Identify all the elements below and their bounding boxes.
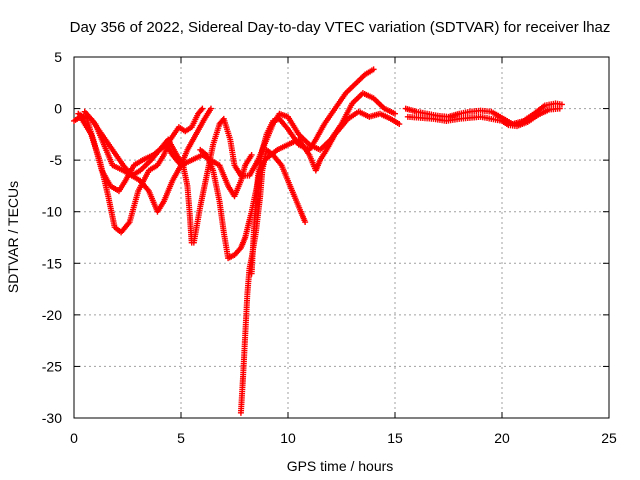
- chart-title: Day 356 of 2022, Sidereal Day-to-day VTE…: [70, 19, 611, 36]
- x-tick-label: 15: [387, 430, 403, 446]
- data-point: [556, 105, 563, 112]
- y-tick-label: 0: [54, 101, 62, 117]
- x-axis-label: GPS time / hours: [287, 458, 394, 474]
- data-point: [207, 105, 214, 112]
- x-tick-label: 0: [70, 430, 78, 446]
- y-tick-label: -30: [42, 410, 62, 426]
- data-point: [396, 121, 403, 128]
- data-points: [71, 66, 565, 416]
- x-tick-label: 20: [494, 430, 510, 446]
- x-tick-label: 10: [280, 430, 296, 446]
- axis-ticks: 0 5 10 15 20 25 5 0 -5 -10 -15 -20 -25 -30: [42, 49, 617, 446]
- y-tick-label: -15: [42, 255, 62, 271]
- data-point: [558, 101, 565, 108]
- series-track-10: [404, 105, 563, 130]
- y-tick-label: -20: [42, 307, 62, 323]
- y-tick-label: 5: [54, 49, 62, 65]
- x-tick-label: 25: [601, 430, 617, 446]
- y-axis-label: SDTVAR / TECUs: [5, 181, 21, 293]
- y-tick-label: -5: [50, 152, 63, 168]
- x-tick-label: 5: [177, 430, 185, 446]
- series-track-7: [237, 146, 309, 416]
- data-point: [199, 105, 206, 112]
- data-point: [198, 106, 205, 113]
- data-point: [302, 219, 309, 226]
- data-point: [392, 110, 398, 117]
- y-tick-label: -10: [42, 204, 62, 220]
- plot-frame: [73, 56, 610, 419]
- series-track-8: [248, 66, 377, 277]
- data-point: [370, 66, 377, 73]
- gridlines: [74, 57, 609, 418]
- data-point: [248, 151, 255, 158]
- y-tick-label: -25: [42, 358, 62, 374]
